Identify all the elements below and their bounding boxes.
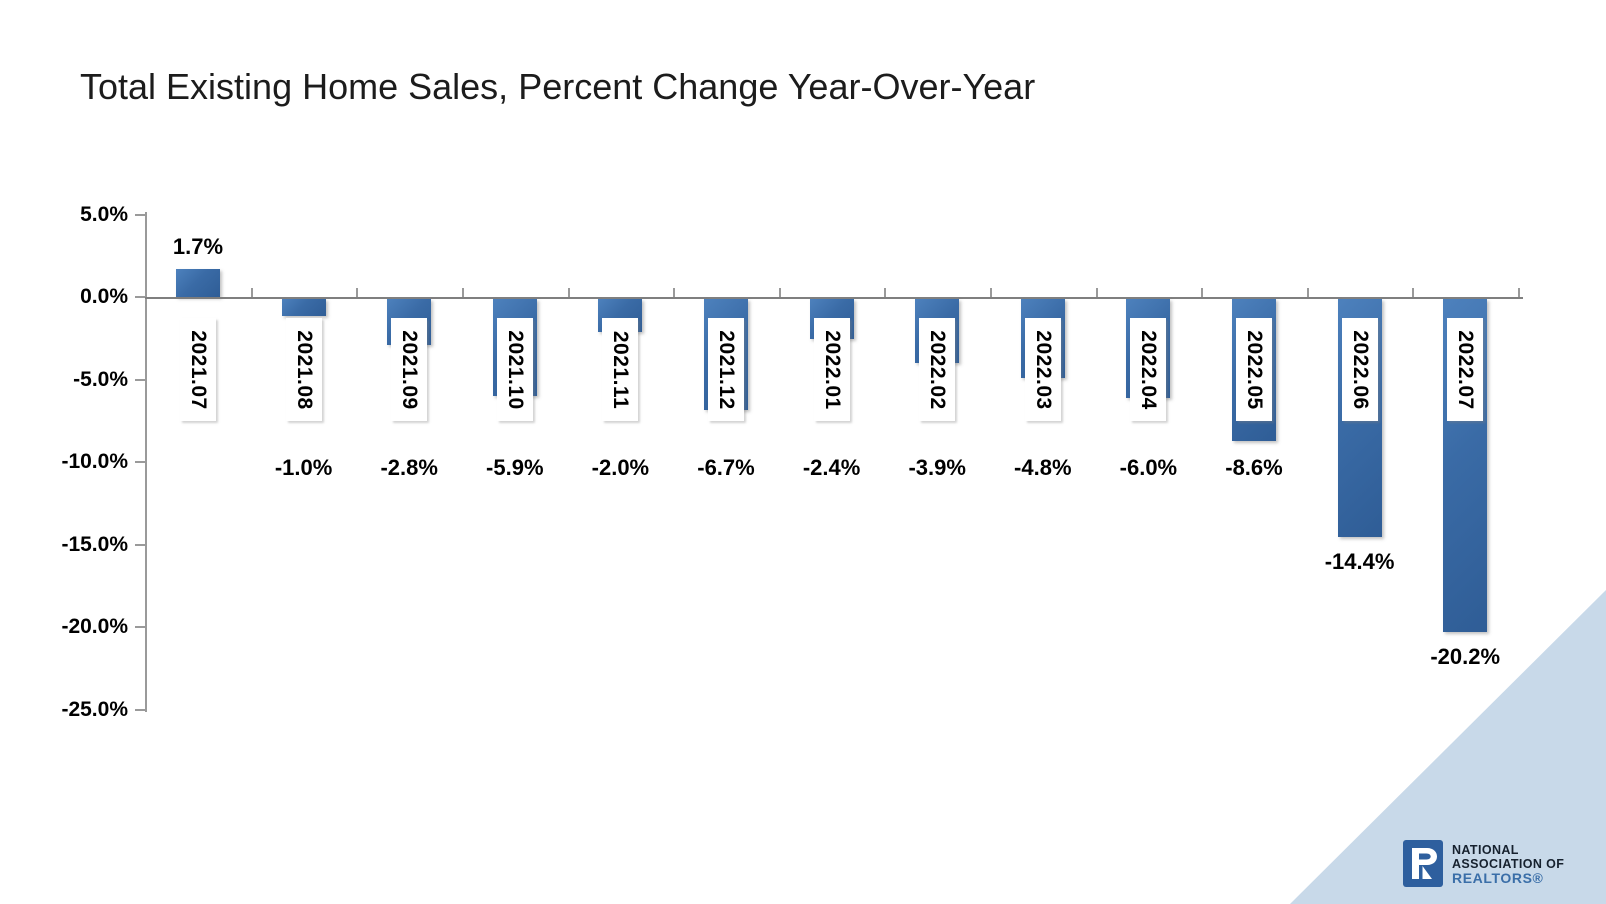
bar-value-label: -2.8% xyxy=(380,455,438,480)
realtor-r-icon xyxy=(1403,840,1443,887)
bar-category-label-box: 2021.07 xyxy=(180,318,216,421)
bar-category-label: 2021.12 xyxy=(715,329,738,410)
x-axis-tick xyxy=(356,288,359,297)
nar-logo-line2: ASSOCIATION OF xyxy=(1452,856,1565,871)
bar-value-label: -8.6% xyxy=(1225,455,1283,480)
x-axis-tick xyxy=(250,288,253,297)
x-axis-tick xyxy=(884,288,887,297)
bar-category-label: 2022.02 xyxy=(926,329,950,410)
bar-category-label-box: 2022.04 xyxy=(1130,318,1167,421)
bar-2021.07 xyxy=(176,268,220,297)
bar-category-label-box: 2021.08 xyxy=(285,318,322,421)
nar-logo-line1: NATIONAL xyxy=(1452,842,1519,857)
bar-category-label: 2022.06 xyxy=(1348,329,1372,410)
bar-value-label: -3.9% xyxy=(908,455,966,480)
bar-2021.08 xyxy=(281,299,326,316)
bar-value-label: -1.0% xyxy=(274,455,333,480)
bar-value-label: 1.7% xyxy=(172,233,224,259)
bar-category-label: 2021.11 xyxy=(609,330,633,409)
bar-category-label: 2021.10 xyxy=(503,329,527,410)
x-axis-tick xyxy=(778,288,781,297)
nar-logo-line3: REALTORS® xyxy=(1452,869,1544,886)
bar-category-label: 2021.09 xyxy=(398,329,422,410)
y-axis-tick xyxy=(135,543,145,546)
bar-category-label-box: 2021.10 xyxy=(496,318,533,421)
bar-category-label: 2022.04 xyxy=(1137,329,1161,410)
y-axis-tick xyxy=(135,378,145,381)
bar-category-label-box: 2022.06 xyxy=(1341,318,1378,421)
y-axis-tick-label: 5.0% xyxy=(80,202,128,226)
x-axis-line xyxy=(145,297,1523,299)
bar-category-label-box: 2022.02 xyxy=(919,318,956,421)
bar-category-label: 2022.01 xyxy=(820,329,844,410)
x-axis-tick xyxy=(1412,288,1415,297)
bar-value-label: -20.2% xyxy=(1430,644,1501,670)
bar-category-label-box: 2021.09 xyxy=(391,318,428,421)
bar-category-label: 2021.08 xyxy=(292,329,316,410)
x-axis-tick xyxy=(1518,288,1520,297)
bar-category-label: 2022.07 xyxy=(1454,329,1478,410)
y-axis-tick xyxy=(135,461,145,463)
bar-category-label: 2021.07 xyxy=(187,329,210,410)
bar-value-label: -6.7% xyxy=(697,455,755,480)
corner-triangle-decoration xyxy=(1290,590,1606,904)
y-axis-line xyxy=(145,212,147,712)
x-axis-tick xyxy=(1306,288,1309,297)
y-axis-tick xyxy=(135,213,145,216)
y-axis-tick-label: 0.0% xyxy=(80,285,128,308)
x-axis-tick xyxy=(145,288,148,297)
bar-value-label: -4.8% xyxy=(1014,455,1072,480)
x-axis-tick xyxy=(567,288,570,297)
x-axis-tick xyxy=(1201,288,1204,297)
chart-title: Total Existing Home Sales, Percent Chang… xyxy=(80,66,1036,107)
y-axis-tick-label: -5.0% xyxy=(73,367,128,391)
x-axis-tick xyxy=(673,288,676,297)
bar-category-label-box: 2022.01 xyxy=(813,318,850,421)
y-axis-tick xyxy=(135,296,145,298)
bar-category-label-box: 2022.07 xyxy=(1447,318,1484,421)
y-axis-tick-label: -15.0% xyxy=(61,532,128,556)
x-axis-tick xyxy=(1095,288,1098,297)
x-axis-tick xyxy=(990,288,992,297)
bar-category-label-box: 2022.03 xyxy=(1024,318,1061,421)
y-axis-tick xyxy=(135,626,145,628)
bar-category-label-box: 2021.11 xyxy=(602,318,639,421)
y-axis-tick xyxy=(135,708,145,711)
bar-category-label-box: 2021.12 xyxy=(708,318,744,421)
x-axis-tick xyxy=(462,288,464,297)
bar-category-label-box: 2022.05 xyxy=(1236,318,1272,421)
bar-value-label: -2.0% xyxy=(591,455,650,480)
bar-category-label: 2022.03 xyxy=(1031,329,1055,410)
y-axis-tick-label: -25.0% xyxy=(61,697,128,721)
bar-value-label: -2.4% xyxy=(802,455,861,480)
bar-value-label: -14.4% xyxy=(1324,548,1395,574)
y-axis-tick-label: -10.0% xyxy=(61,450,128,473)
nar-logo-text: NATIONAL ASSOCIATION OF REALTORS® xyxy=(1452,843,1564,885)
bar-value-label: -6.0% xyxy=(1119,455,1178,480)
bar-value-label: -5.9% xyxy=(486,455,544,480)
y-axis-tick-label: -20.0% xyxy=(61,615,128,638)
bar-category-label: 2022.05 xyxy=(1243,329,1266,410)
nar-logo: NATIONAL ASSOCIATION OF REALTORS® xyxy=(1403,840,1564,887)
